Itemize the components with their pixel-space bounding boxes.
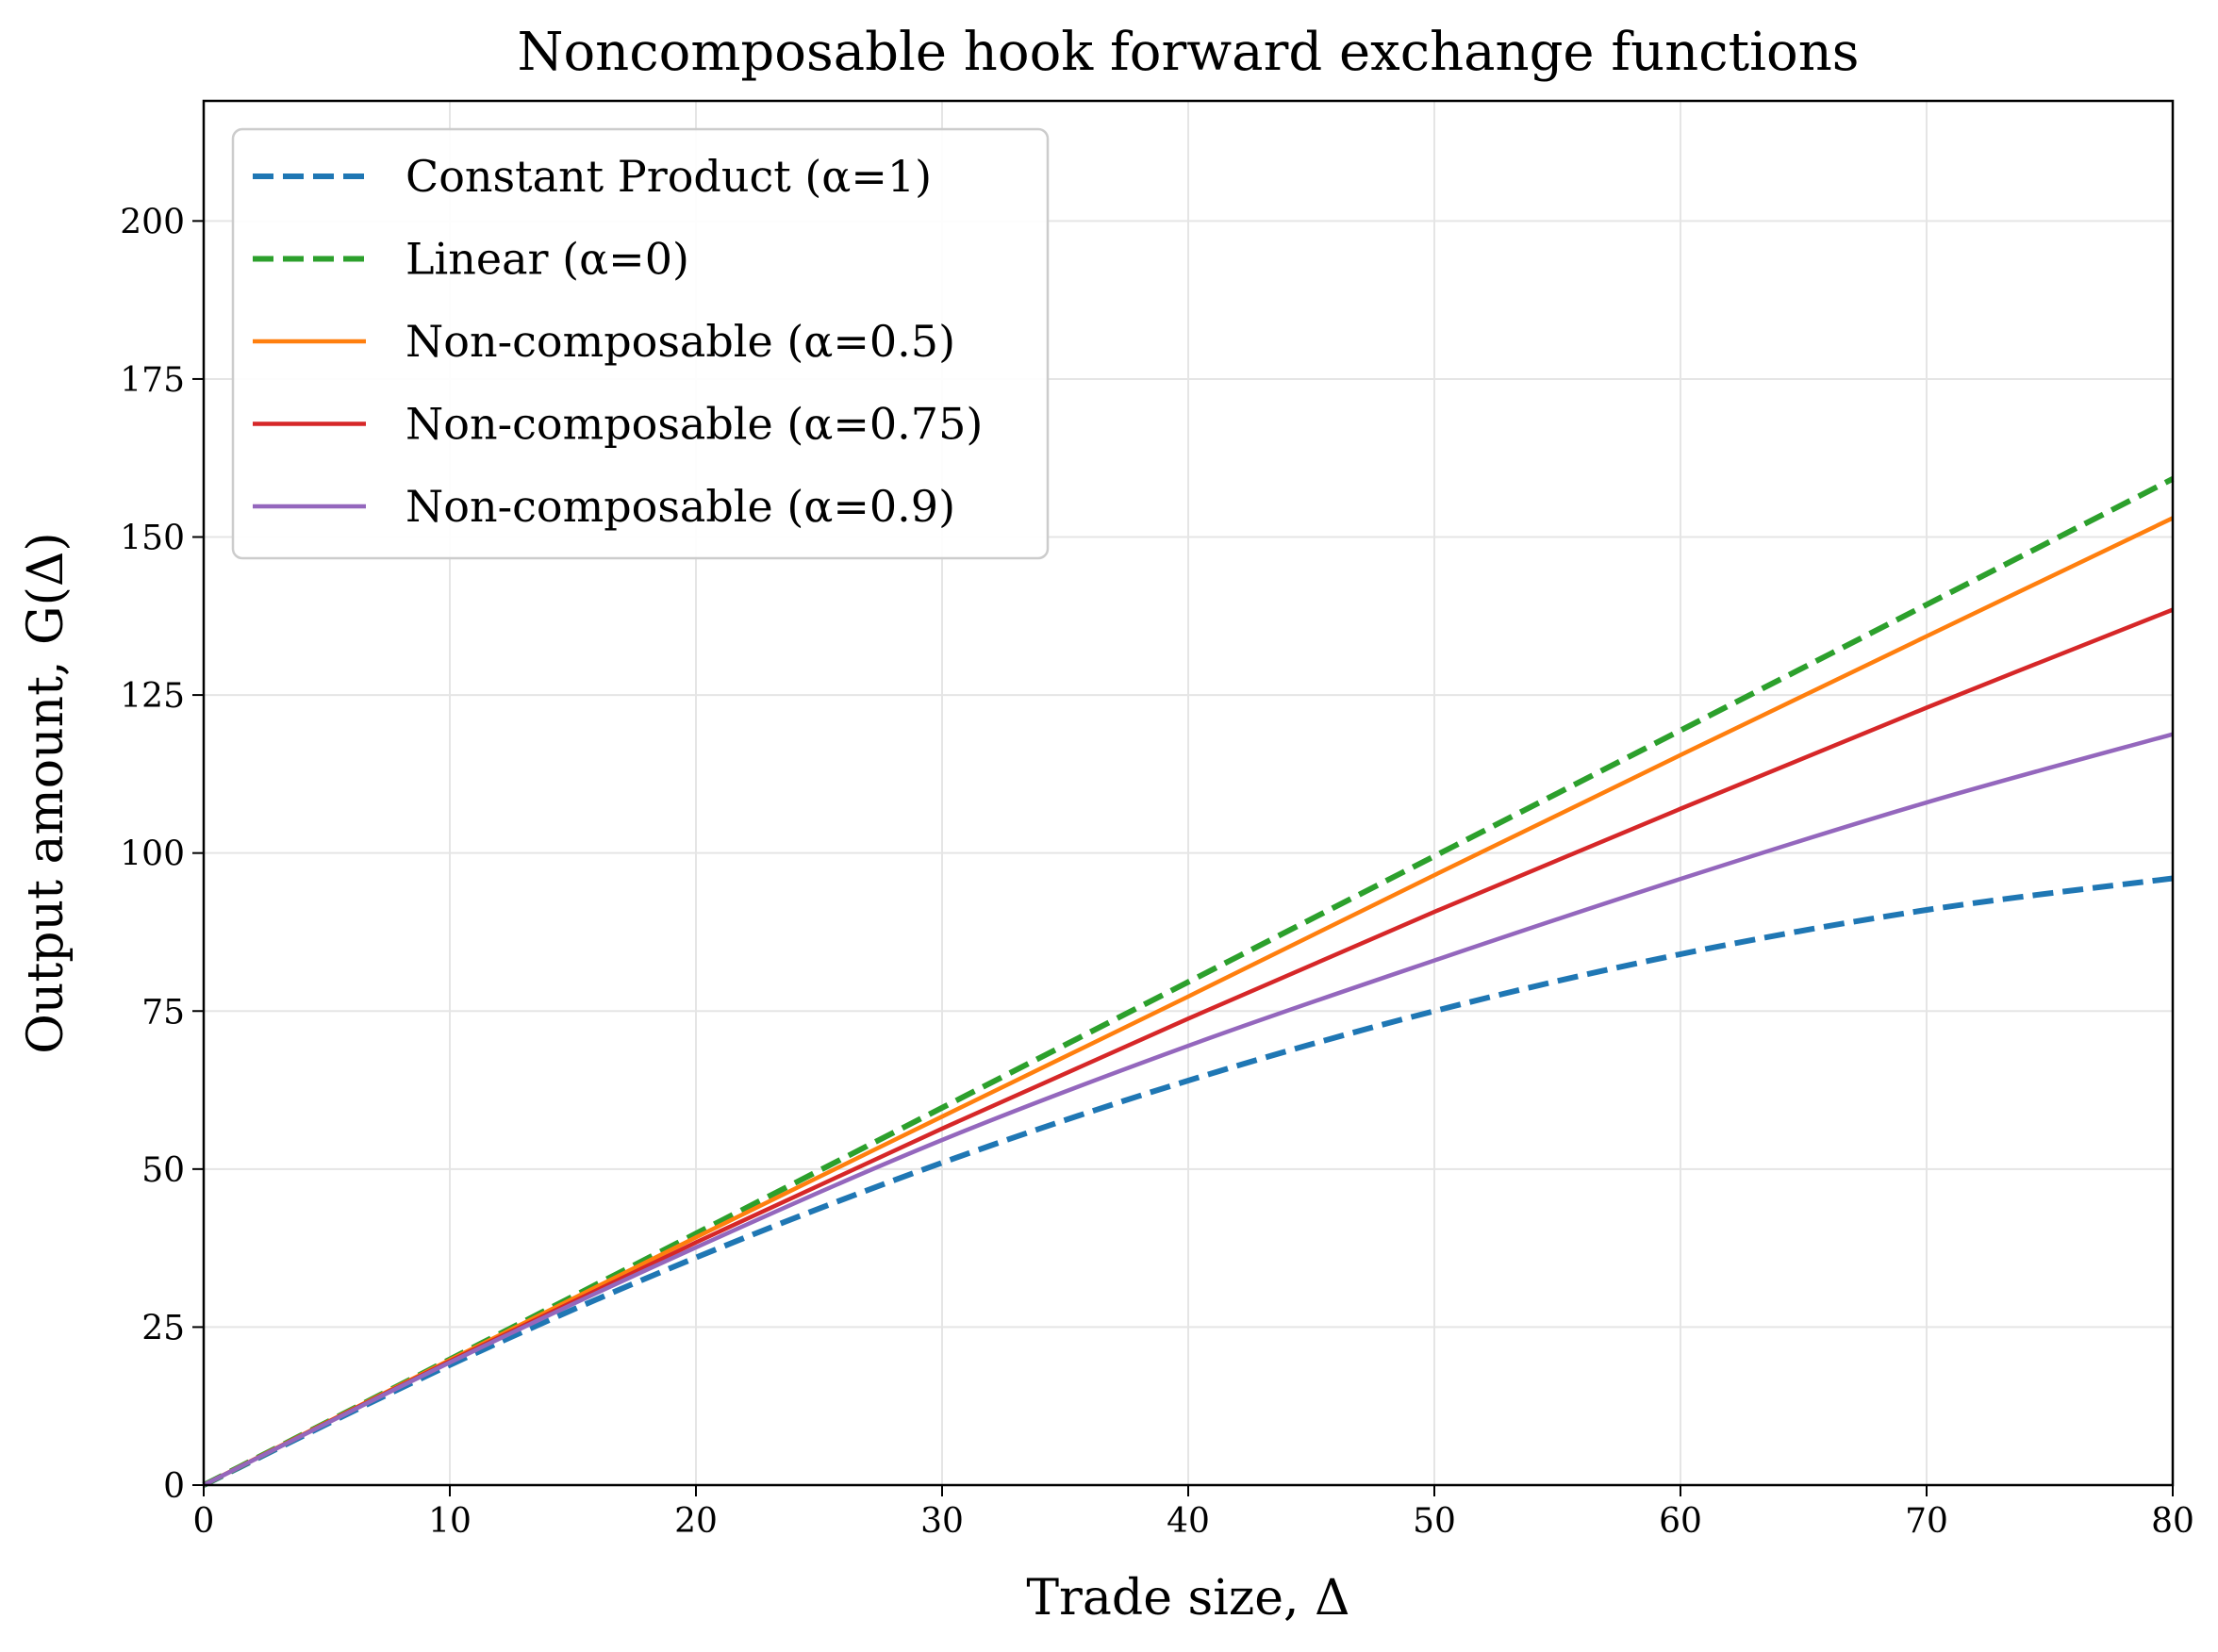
x-tick-label: 0 (193, 1502, 215, 1541)
x-tick-label: 70 (1905, 1502, 1948, 1541)
legend-label: Non-composable (α=0.5) (406, 316, 955, 367)
series-line-non-composable-0-9 (202, 732, 2174, 1488)
x-tick-label: 30 (920, 1502, 964, 1541)
x-tick-label: 60 (1659, 1502, 1702, 1541)
legend-items: Constant Product (α=1) Linear (α=0) Non-co… (253, 151, 983, 532)
x-tick-label: 80 (2151, 1502, 2194, 1541)
y-tick-label: 50 (141, 1151, 185, 1190)
y-tick-label: 175 (120, 361, 185, 400)
series-line-constant-product-1 (202, 875, 2174, 1488)
y-tick-label: 25 (141, 1309, 185, 1347)
y-tick-label: 200 (120, 203, 185, 241)
legend-label: Linear (α=0) (406, 234, 689, 285)
y-tick-label: 125 (120, 677, 185, 716)
legend-box (231, 127, 1050, 560)
y-tick-label: 75 (141, 993, 185, 1032)
y-ticks: 0 25 50 75 100 125 150 175 200 (120, 203, 204, 1506)
y-axis-label: Output amount, G(Δ) (18, 532, 74, 1053)
legend-label: Non-composable (α=0.9) (406, 481, 955, 532)
chart-title: Noncomposable hook forward exchange func… (517, 22, 1859, 83)
x-tick-label: 10 (428, 1502, 472, 1541)
legend: Constant Product (α=1) Linear (α=0) Non-co… (231, 127, 1050, 560)
y-tick-label: 0 (163, 1467, 185, 1506)
x-tick-label: 40 (1167, 1502, 1210, 1541)
y-tick-label: 100 (120, 835, 185, 874)
series-line-non-composable-0-5 (202, 516, 2174, 1488)
legend-label: Constant Product (α=1) (406, 151, 932, 202)
x-tick-label: 20 (674, 1502, 718, 1541)
x-ticks: 0 10 20 30 40 50 60 70 80 (193, 1485, 2194, 1541)
series-layer (202, 476, 2175, 1488)
y-tick-label: 150 (120, 520, 185, 558)
x-tick-label: 50 (1413, 1502, 1456, 1541)
legend-label: Non-composable (α=0.75) (406, 399, 983, 450)
x-axis-label: Trade size, Δ (1026, 1570, 1349, 1627)
